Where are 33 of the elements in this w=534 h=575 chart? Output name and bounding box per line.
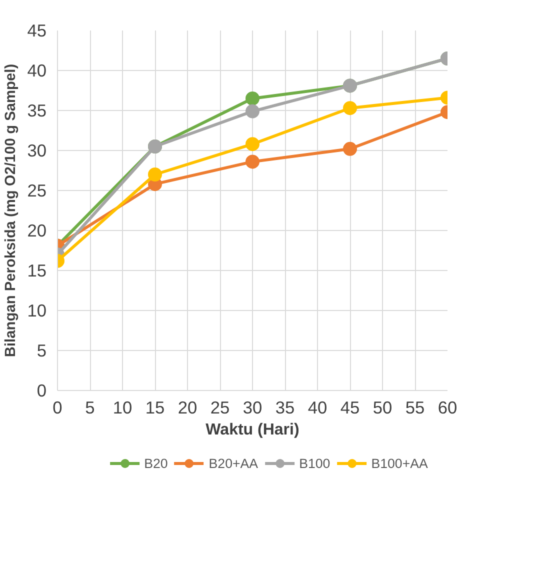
point <box>246 92 260 106</box>
legend-label: B100+AA <box>371 456 428 470</box>
y-tick-label: 15 <box>27 260 47 280</box>
y-tick-label: 5 <box>36 340 47 360</box>
x-tick-label: 50 <box>372 398 392 418</box>
legend-label: B100 <box>299 456 330 470</box>
y-tick-label: 45 <box>27 20 47 40</box>
x-tick-label: 60 <box>438 398 458 418</box>
legend-label: B20+AA <box>208 456 258 470</box>
y-tick-label: 20 <box>27 220 47 240</box>
y-tick-label: 40 <box>27 60 47 80</box>
y-tick-label: 0 <box>36 380 47 400</box>
y-tick-label: 30 <box>27 140 47 160</box>
x-tick-label: 30 <box>242 398 262 418</box>
y-tick-label: 35 <box>27 100 47 120</box>
point <box>246 137 260 152</box>
y-axis-title: Bilangan Peroksida (mg O2/100 g Sampel) <box>3 64 20 358</box>
x-tick-label: 25 <box>210 398 230 418</box>
x-tick-label: 35 <box>275 398 295 418</box>
x-tick-label: 0 <box>52 398 62 418</box>
x-tick-label: 20 <box>178 398 198 418</box>
x-tick-label: 15 <box>145 398 165 418</box>
x-tick-label: 10 <box>112 398 132 418</box>
x-tick-label: 40 <box>308 398 328 418</box>
x-tick-label: 5 <box>85 398 95 418</box>
legend-label: B20 <box>144 456 168 470</box>
x-axis-title: Waktu (Hari) <box>206 422 300 438</box>
point <box>246 154 260 169</box>
x-tick-label: 55 <box>405 398 425 418</box>
point <box>246 104 260 118</box>
x-tick-label: 45 <box>340 398 360 418</box>
y-tick-label: 10 <box>27 300 47 320</box>
y-tick-label: 25 <box>27 180 47 200</box>
